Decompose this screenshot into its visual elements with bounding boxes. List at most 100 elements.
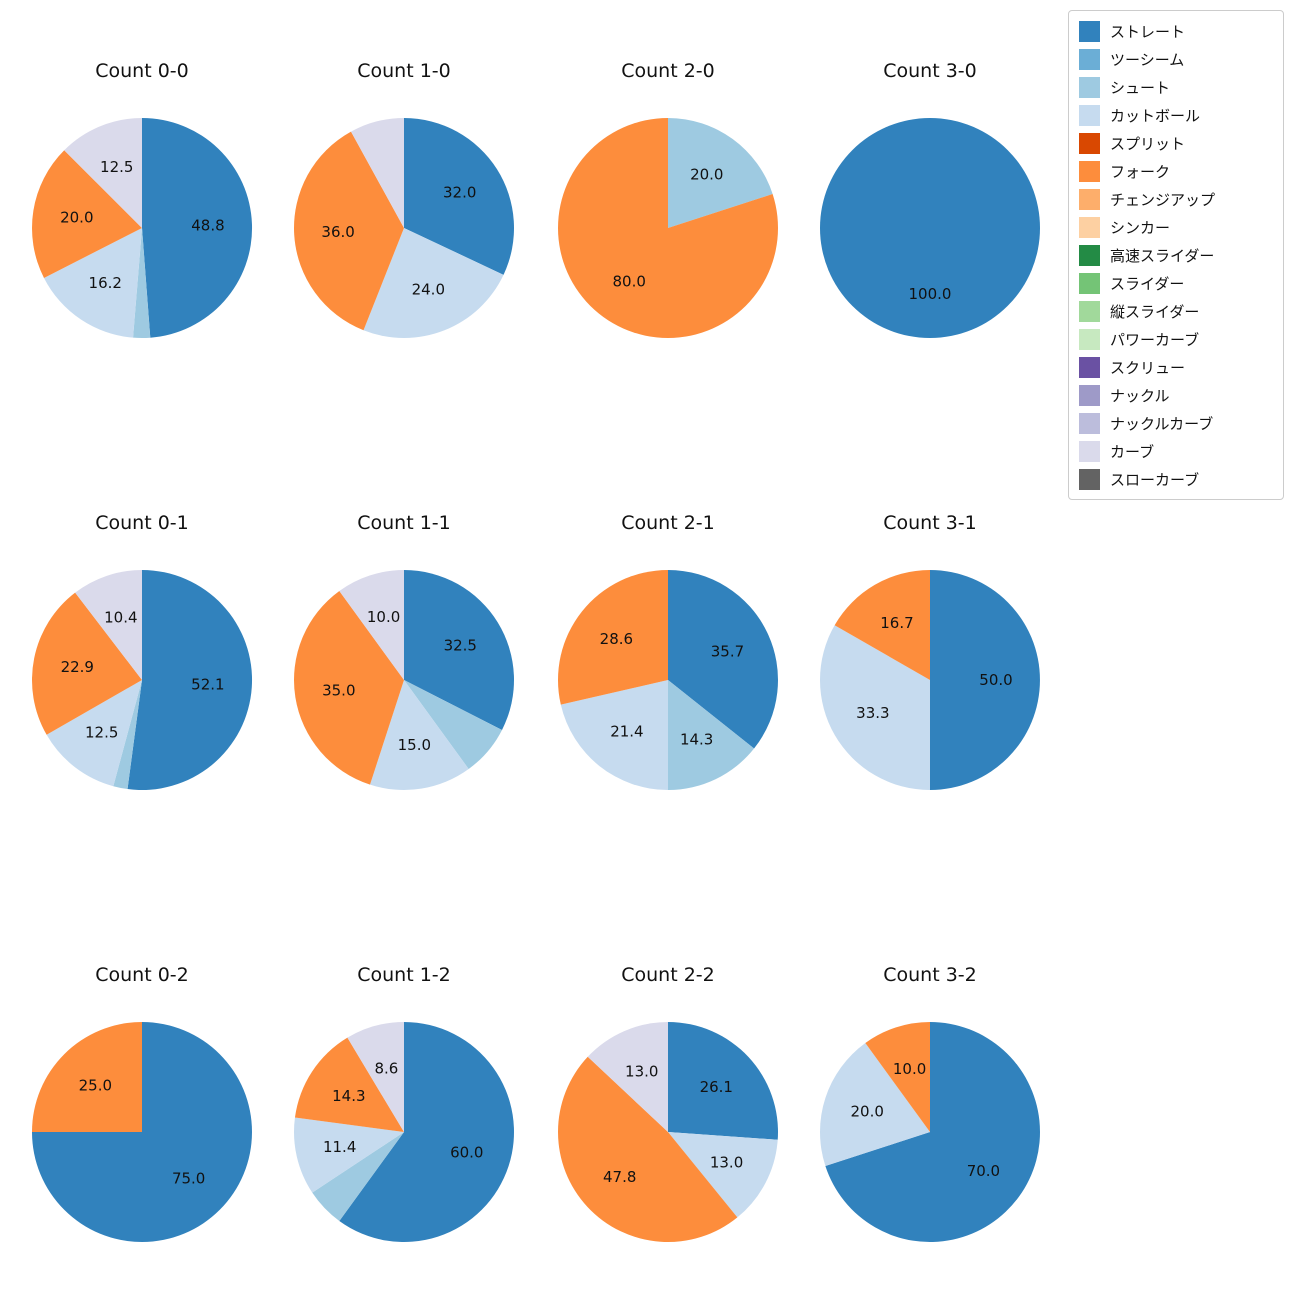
slice-percent-label: 21.4 (610, 723, 643, 741)
pie-slice-straight (404, 570, 514, 730)
legend-label: 高速スライダー (1110, 246, 1215, 265)
pie-slice-curve (351, 118, 404, 228)
legend-item-split: スプリット (1079, 129, 1273, 157)
slice-percent-label: 47.8 (603, 1168, 636, 1186)
pie-slice-straight (930, 570, 1040, 790)
chart-title: Count 1-2 (357, 964, 451, 986)
chart-title: Count 2-0 (621, 60, 715, 82)
slice-percent-label: 16.2 (89, 274, 122, 292)
pie: 32.0 24.0 36.0 (294, 118, 515, 339)
pie: 35.7 14.3 21.4 28.6 (557, 570, 778, 790)
pie-slice-shoot (312, 1132, 404, 1221)
pie-chart-count-2-0: Count 2-0 20.0 80.0 (548, 60, 788, 348)
pie-slice-curve (587, 1022, 668, 1132)
pie-slice-cutball (370, 680, 469, 791)
chart-title: Count 1-1 (357, 512, 451, 534)
legend-item-knuckle-curve: ナックルカーブ (1079, 409, 1273, 437)
legend-item-fast-slider: 高速スライダー (1079, 241, 1273, 269)
slice-percent-label: 20.0 (851, 1103, 884, 1121)
pie-slice-fork (294, 131, 404, 331)
slice-percent-label: 26.1 (700, 1078, 733, 1096)
pie-slice-shoot (404, 680, 503, 769)
slice-percent-label: 14.3 (332, 1087, 365, 1105)
chart-title: Count 0-2 (95, 964, 189, 986)
slice-percent-label: 100.0 (909, 285, 952, 303)
pie-chart-count-0-1: Count 0-1 52.1 12.5 22.9 10.4 (22, 512, 262, 800)
knuckle-swatch (1079, 384, 1100, 406)
legend-item-slow-curve: スローカーブ (1079, 465, 1273, 493)
vertical-slider-swatch (1079, 300, 1100, 322)
legend-item-slider: スライダー (1079, 269, 1273, 297)
pie-slice-fork (293, 591, 404, 785)
slice-percent-label: 25.0 (79, 1076, 112, 1094)
legend-label: パワーカーブ (1110, 330, 1200, 349)
pie-chart-count-1-1: Count 1-1 32.5 15.0 35.0 10.0 (284, 512, 524, 800)
legend-label: スクリュー (1110, 358, 1186, 377)
pie-chart-count-1-0: Count 1-0 32.0 24.0 36.0 (284, 60, 524, 348)
chart-title: Count 0-0 (95, 60, 189, 82)
power-curve-swatch (1079, 328, 1100, 350)
legend-label: チェンジアップ (1110, 190, 1216, 209)
slice-percent-label: 32.0 (443, 184, 476, 202)
slice-percent-label: 35.7 (711, 642, 744, 660)
pie-slice-fork (834, 570, 930, 680)
slice-percent-label: 20.0 (60, 209, 93, 227)
pie-slice-fork (558, 118, 779, 338)
pie-chart-count-3-2: Count 3-2 70.0 20.0 10.0 (810, 964, 1050, 1252)
legend-label: ストレート (1110, 22, 1186, 41)
sinker-swatch (1079, 216, 1100, 238)
slice-percent-label: 8.6 (374, 1059, 398, 1077)
shoot-swatch (1079, 76, 1100, 98)
legend-label: フォーク (1110, 162, 1171, 181)
pie-slice-fork (558, 1056, 738, 1242)
pie-slice-straight (668, 570, 778, 749)
legend-item-two-seam: ツーシーム (1079, 45, 1273, 73)
legend-label: カーブ (1110, 442, 1155, 461)
legend-label: シンカー (1110, 218, 1171, 237)
pie-chart-count-3-1: Count 3-1 50.0 33.3 16.7 (810, 512, 1050, 800)
slice-percent-label: 16.7 (880, 614, 913, 632)
slice-percent-label: 75.0 (172, 1170, 205, 1188)
slice-percent-label: 14.3 (680, 730, 713, 748)
legend-item-power-curve: パワーカーブ (1079, 325, 1273, 353)
legend-label: ナックルカーブ (1110, 414, 1214, 433)
fork-swatch (1079, 160, 1100, 182)
pie-slice-curve (339, 570, 404, 680)
legend-label: ツーシーム (1110, 50, 1185, 69)
changeup-swatch (1079, 188, 1100, 210)
slice-percent-label: 15.0 (398, 736, 431, 754)
pie-chart-count-2-1: Count 2-1 35.7 14.3 21.4 28.6 (548, 512, 788, 800)
fast-slider-swatch (1079, 244, 1100, 266)
pie-chart-count-2-2: Count 2-2 26.1 13.0 47.8 13.0 (548, 964, 788, 1252)
slice-percent-label: 48.8 (191, 217, 224, 235)
legend-label: カットボール (1110, 106, 1201, 125)
legend-item-screw: スクリュー (1079, 353, 1273, 381)
split-swatch (1079, 132, 1100, 154)
pie-slice-curve (75, 570, 142, 680)
pie-slice-fork (865, 1022, 930, 1132)
pie-slice-cutball (43, 228, 142, 338)
pie-slice-fork (32, 1022, 142, 1132)
legend-item-shoot: シュート (1079, 73, 1273, 101)
slice-percent-label: 11.4 (323, 1138, 356, 1156)
pie-slice-cutball (819, 1043, 930, 1166)
legend-item-curve: カーブ (1079, 437, 1273, 465)
pie-slice-straight (825, 1022, 1040, 1242)
legend-label: シュート (1110, 78, 1171, 97)
pie-slice-cutball (819, 625, 930, 790)
pie-slice-shoot (668, 118, 773, 228)
pie-slice-cutball (46, 680, 142, 787)
slice-percent-label: 60.0 (450, 1143, 483, 1161)
pie-slice-cutball (560, 680, 668, 790)
legend-item-cutball: カットボール (1079, 101, 1273, 129)
slice-percent-label: 28.6 (600, 630, 633, 648)
pie-chart-count-1-2: Count 1-2 60.0 11.4 14.3 8.6 (284, 964, 524, 1252)
slice-percent-label: 10.4 (104, 608, 137, 626)
pie-slice-shoot (133, 228, 151, 338)
legend: ストレートツーシームシュートカットボールスプリットフォークチェンジアップ シンカー… (1068, 10, 1284, 500)
pie-slice-curve (64, 118, 142, 228)
pie-slice-fork (294, 1037, 404, 1132)
pie: 26.1 13.0 47.8 13.0 (558, 1022, 778, 1242)
legend-item-knuckle: ナックル (1079, 381, 1273, 409)
chart-title: Count 2-1 (621, 512, 715, 534)
